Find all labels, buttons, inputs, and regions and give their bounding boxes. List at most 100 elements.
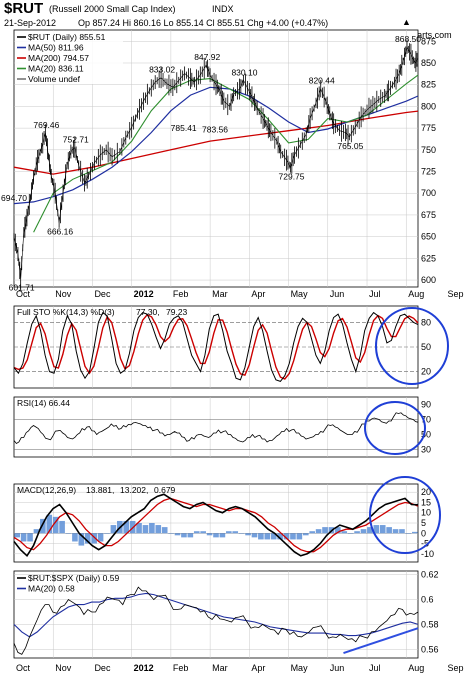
- price-annotation: 666.16: [47, 227, 73, 237]
- sto-legend-k: 77.30,: [136, 307, 160, 317]
- quote-label: Op 857.24 Hi 860.16 Lo 855.14 Cl 855.51 …: [78, 18, 328, 28]
- macd-histogram-bar: [315, 529, 322, 534]
- macd-histogram-bar: [392, 529, 399, 534]
- rsi-tick-label: 30: [421, 445, 431, 455]
- macd-histogram-bar: [302, 533, 309, 536]
- ratio-legend-1-label: MA(20) 0.58: [28, 584, 75, 594]
- price-annotation: 783.56: [202, 125, 228, 135]
- symbol-label: $RUT: [4, 0, 43, 17]
- price-legend-4-label: Volume undef: [28, 74, 81, 84]
- price-tick-label: 675: [421, 210, 436, 220]
- x-tick-label: Feb: [173, 663, 189, 673]
- macd-legend-title: MACD(12,26,9): [17, 485, 76, 495]
- macd-histogram-bar: [181, 533, 187, 538]
- x-tick-label: Aug: [408, 289, 424, 299]
- macd-histogram-bar: [187, 533, 194, 538]
- price-annotation: 729.75: [279, 171, 305, 181]
- price-annotation: 694.70: [1, 193, 27, 203]
- price-tick-label: 800: [421, 101, 436, 111]
- rsi-tick-label: 90: [421, 400, 431, 410]
- macd-tick-label: -10: [421, 549, 434, 559]
- macd-histogram-bar: [168, 533, 174, 534]
- macd-histogram-bar: [386, 527, 392, 534]
- macd-histogram-bar: [72, 533, 78, 542]
- price-annotation: 601.71: [9, 283, 35, 293]
- macd-tick-label: 10: [421, 508, 431, 518]
- macd-histogram-bar: [290, 533, 296, 540]
- sto-k-line: [13, 311, 419, 382]
- x-tick-label: 2012: [134, 289, 154, 299]
- macd-histogram-bar: [46, 514, 53, 534]
- macd-line: [13, 493, 419, 558]
- sto-legend-d: 79.23: [166, 307, 188, 317]
- macd-histogram-bar: [78, 533, 85, 546]
- macd-histogram-bar: [309, 531, 315, 534]
- macd-histogram-bar: [226, 531, 232, 534]
- macd-legend-macd: 13.881,: [86, 485, 114, 495]
- macd-histogram-bar: [232, 531, 239, 534]
- ratio-tick-label: 0.58: [421, 619, 439, 629]
- ratio-line: [13, 586, 419, 655]
- macd-histogram-bar: [206, 533, 213, 536]
- macd-histogram-bar: [341, 531, 348, 534]
- macd-histogram-bar: [27, 533, 33, 542]
- macd-histogram-bar: [104, 533, 110, 534]
- macd-histogram-bar: [296, 533, 303, 540]
- price-annotation: 785.41: [171, 123, 197, 133]
- x-tick-label: Feb: [173, 289, 189, 299]
- price-tick-label: 650: [421, 232, 436, 242]
- x-tick-label: Dec: [94, 663, 111, 673]
- ma200-line: [13, 110, 419, 175]
- sto-legend-title: Full STO %K(14,3) %D(3): [17, 307, 115, 317]
- highlight-circles: [364, 307, 449, 554]
- price-legend-3-label: MA(20) 836.11: [28, 64, 84, 74]
- macd-histogram-bar: [14, 533, 21, 538]
- macd-histogram-bar: [155, 525, 162, 534]
- price-legend-1-label: MA(50) 811.96: [28, 43, 84, 53]
- macd-histogram-bar: [245, 533, 251, 536]
- macd-legend-signal: 13.202,: [120, 485, 148, 495]
- ratio-panel: 0.56 0.58 0.6 0.62 $RUT:$SPX (Daily) 0.59MA(…: [13, 570, 439, 659]
- price-annotation: 820.44: [309, 76, 335, 86]
- x-tick-label: Jun: [330, 663, 345, 673]
- price-annotation: 765.05: [337, 141, 363, 151]
- date-label: 21-Sep-2012: [4, 18, 56, 28]
- price-tick-label: 625: [421, 253, 436, 263]
- macd-histogram-bar: [251, 533, 258, 538]
- macd-tick-label: 0: [421, 528, 426, 538]
- macd-histogram-bar: [373, 525, 380, 534]
- ratio-trendline: [343, 627, 419, 654]
- highlight-circle: [369, 476, 441, 554]
- macd-tick-label: -5: [421, 539, 429, 549]
- macd-histogram-bar: [399, 529, 405, 534]
- macd-histogram-bar: [213, 533, 219, 538]
- index-name: (Russell 2000 Small Cap Index): [49, 4, 176, 14]
- macd-histogram-bar: [174, 533, 181, 536]
- rsi-tick-label: 50: [421, 430, 431, 440]
- x-tick-label: Apr: [251, 663, 265, 673]
- macd-legend-hist: 0.679: [154, 485, 176, 495]
- macd-histogram-bar: [84, 533, 91, 544]
- price-tick-label: 600: [421, 275, 436, 285]
- rsi-line: [13, 412, 419, 445]
- macd-histogram-bar: [347, 533, 354, 534]
- price-annotation: 769.46: [33, 120, 59, 130]
- macd-histogram-bar: [360, 529, 367, 534]
- price-tick-label: 775: [421, 123, 436, 133]
- macd-histogram-bar: [123, 520, 130, 534]
- x-tick-label: Dec: [94, 289, 111, 299]
- x-axis: Oct Nov Dec 2012 Feb Mar Apr May Jun Jul Aug Sep Oct…: [16, 289, 463, 673]
- macd-histogram-bar: [91, 533, 97, 544]
- macd-histogram-bar: [59, 520, 65, 534]
- macd-histogram-bar: [258, 533, 264, 540]
- macd-histogram-bar: [161, 527, 168, 534]
- x-tick-label: May: [291, 663, 309, 673]
- highlight-circle: [364, 401, 426, 455]
- x-tick-label: Jul: [369, 289, 381, 299]
- price-tick-label: 750: [421, 145, 436, 155]
- price-tick-label: 725: [421, 167, 436, 177]
- x-tick-label: Oct: [16, 663, 31, 673]
